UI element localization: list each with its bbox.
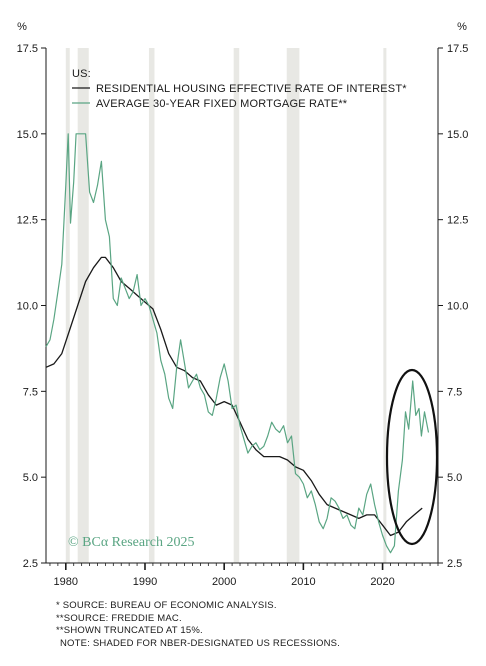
x-tick-label: 2000 — [212, 576, 236, 588]
series-line-mortgage-rate — [45, 133, 430, 554]
y-tick-label-right: 15.0 — [447, 129, 468, 141]
y-tick-label-right: 2.5 — [447, 558, 462, 570]
x-tick-label: 2020 — [370, 576, 394, 588]
recession-band — [65, 48, 70, 563]
recession-band — [148, 48, 155, 563]
series-lines — [45, 133, 430, 554]
y-unit-right: % — [457, 21, 467, 33]
footnote-4: NOTE: SHADED FOR NBER-DESIGNATED US RECE… — [60, 637, 341, 649]
y-tick-label-right: 12.5 — [447, 215, 468, 227]
legend: US: RESIDENTIAL HOUSING EFFECTIVE RATE O… — [72, 68, 407, 110]
footnotes: * SOURCE: BUREAU OF ECONOMIC ANALYSIS. *… — [56, 600, 476, 650]
x-tick-label: 1990 — [133, 576, 157, 588]
x-tick-label: 1980 — [54, 576, 78, 588]
y-tick-label-left: 15.0 — [17, 129, 38, 141]
footnote-3: **SHOWN TRUNCATED AT 15%. — [56, 625, 203, 636]
y-unit-left: % — [17, 21, 27, 33]
y-tick-label-left: 12.5 — [17, 215, 38, 227]
watermark: © BCα Research 2025 — [68, 535, 194, 550]
y-tick-label-right: 10.0 — [447, 301, 468, 313]
highlight-ellipse — [385, 368, 439, 546]
y-tick-label-right: 17.5 — [447, 43, 468, 55]
y-tick-label-left: 5.0 — [23, 472, 38, 484]
y-tick-label-right: 7.5 — [447, 386, 462, 398]
legend-title: US: — [72, 68, 91, 80]
recession-bands — [65, 48, 387, 563]
y-tick-label-left: 17.5 — [17, 43, 38, 55]
footnote-2: **SOURCE: FREDDIE MAC. — [56, 612, 182, 624]
x-tick-label: 2010 — [291, 576, 315, 588]
y-tick-label-right: 5.0 — [447, 472, 462, 484]
y-tick-label-left: 2.5 — [23, 558, 38, 570]
legend-label-interest: RESIDENTIAL HOUSING EFFECTIVE RATE OF IN… — [96, 83, 407, 95]
recession-band — [77, 48, 89, 563]
recession-band — [233, 48, 240, 563]
recession-band — [383, 48, 387, 563]
recession-band — [286, 48, 300, 563]
axes: % % 2.5 2.5 5.0 5.0 7.5 7.5 10.0 10.0 12.5 12.5 15.0… — [17, 21, 469, 588]
legend-label-mortgage: AVERAGE 30-YEAR FIXED MORTGAGE RATE** — [96, 98, 348, 110]
y-tick-label-left: 10.0 — [17, 301, 38, 313]
footnote-1: * SOURCE: BUREAU OF ECONOMIC ANALYSIS. — [56, 600, 277, 611]
y-tick-label-left: 7.5 — [23, 386, 38, 398]
